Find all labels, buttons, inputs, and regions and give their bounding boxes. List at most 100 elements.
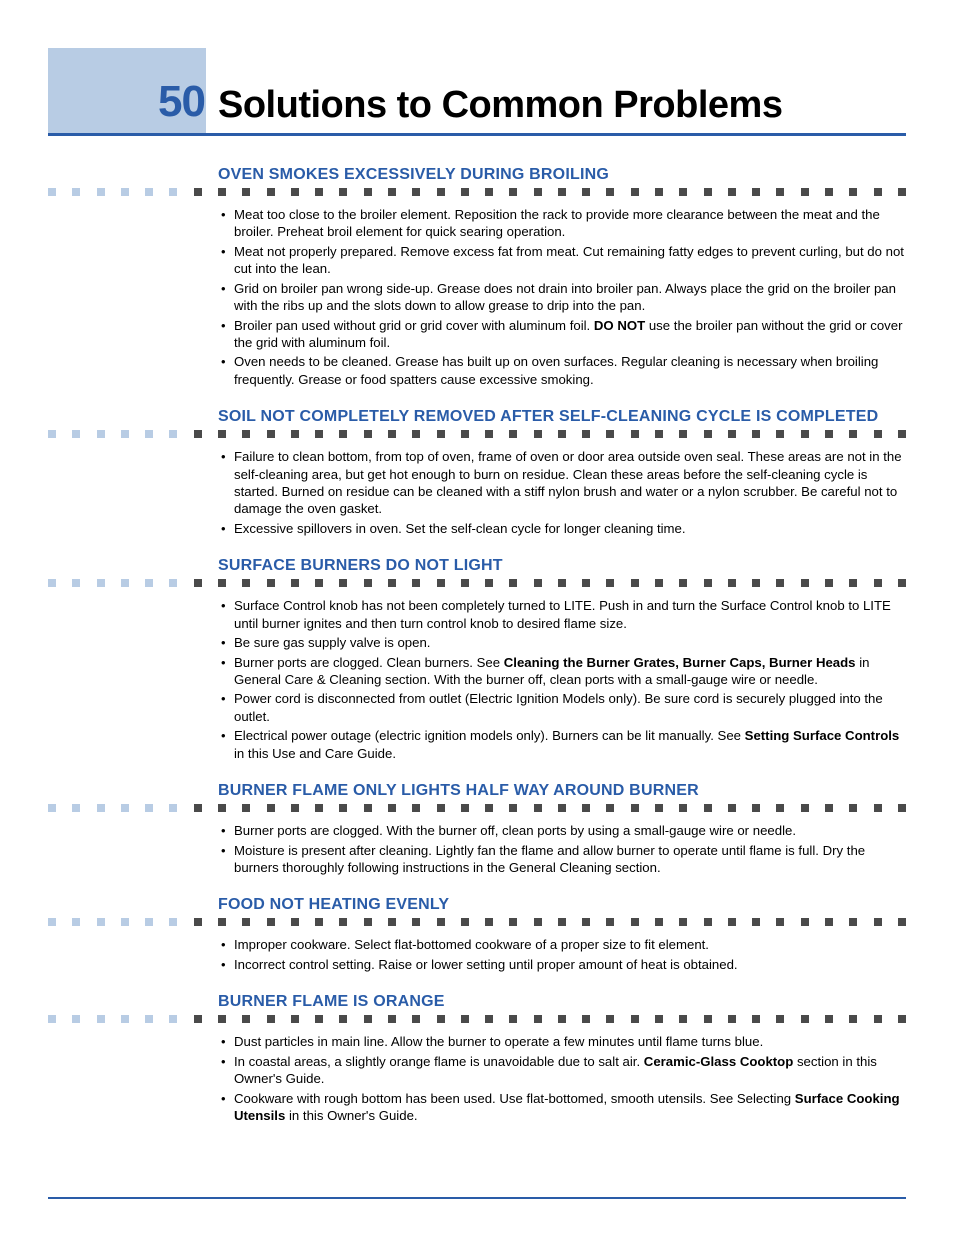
- divider-square-light: [121, 188, 129, 196]
- divider-square-dark: [849, 430, 857, 438]
- divider-square-dark: [339, 918, 347, 926]
- divider-square-dark: [582, 804, 590, 812]
- divider-square-dark: [534, 1015, 542, 1023]
- bullet-item: Excessive spillovers in oven. Set the se…: [218, 520, 906, 537]
- divider-square-dark: [218, 1015, 226, 1023]
- body-text: Excessive spillovers in oven. Set the se…: [234, 521, 686, 536]
- square-divider: [218, 804, 906, 814]
- divider-square-dark: [267, 188, 275, 196]
- page-number: 50: [158, 77, 205, 127]
- divider-square-light: [48, 804, 56, 812]
- divider-square-dark: [364, 188, 372, 196]
- divider-square-dark: [874, 579, 882, 587]
- divider-square-dark: [194, 804, 202, 812]
- divider-square-dark: [874, 188, 882, 196]
- divider-square-light: [97, 188, 105, 196]
- bold-text: DO NOT: [594, 318, 645, 333]
- bullet-item: Meat not properly prepared. Remove exces…: [218, 243, 906, 278]
- divider-square-dark: [655, 918, 663, 926]
- divider-square-dark: [679, 579, 687, 587]
- divider-square-dark: [339, 188, 347, 196]
- divider-square-dark: [364, 804, 372, 812]
- divider-square-dark: [534, 579, 542, 587]
- divider-square-dark: [461, 579, 469, 587]
- divider-square-dark: [704, 918, 712, 926]
- divider-square-dark: [582, 430, 590, 438]
- divider-square-dark: [218, 430, 226, 438]
- section: BURNER FLAME IS ORANGEDust particles in …: [218, 993, 906, 1124]
- divider-square-dark: [679, 918, 687, 926]
- bullet-item: Burner ports are clogged. With the burne…: [218, 822, 906, 839]
- square-divider: [218, 430, 906, 440]
- section-heading: OVEN SMOKES EXCESSIVELY DURING BROILING: [218, 166, 906, 184]
- body-text: Burner ports are clogged. With the burne…: [234, 823, 796, 838]
- divider-square-dark: [558, 918, 566, 926]
- divider-square-dark: [776, 579, 784, 587]
- body-text: Meat not properly prepared. Remove exces…: [234, 244, 904, 276]
- divider-square-dark: [704, 430, 712, 438]
- divider-square-dark: [679, 188, 687, 196]
- divider-square-dark: [267, 430, 275, 438]
- divider-square-dark: [776, 918, 784, 926]
- divider-square-dark: [801, 430, 809, 438]
- divider-square-dark: [412, 430, 420, 438]
- divider-square-light: [72, 1015, 80, 1023]
- divider-square-dark: [825, 430, 833, 438]
- bullet-item: Incorrect control setting. Raise or lowe…: [218, 956, 906, 973]
- square-divider: [218, 918, 906, 928]
- divider-square-dark: [752, 430, 760, 438]
- divider-square-dark: [315, 579, 323, 587]
- divider-square-light: [72, 918, 80, 926]
- divider-square-dark: [874, 918, 882, 926]
- square-divider-row: [48, 430, 906, 440]
- section: FOOD NOT HEATING EVENLYImproper cookware…: [218, 896, 906, 973]
- divider-square-dark: [776, 430, 784, 438]
- divider-square-dark: [339, 579, 347, 587]
- bullet-item: Improper cookware. Select flat-bottomed …: [218, 936, 906, 953]
- divider-square-dark: [388, 188, 396, 196]
- divider-square-dark: [267, 804, 275, 812]
- divider-square-dark: [509, 918, 517, 926]
- divider-square-dark: [874, 1015, 882, 1023]
- divider-square-dark: [582, 1015, 590, 1023]
- bottom-rule: [48, 1197, 906, 1199]
- divider-square-light: [121, 1015, 129, 1023]
- bullet-list: Burner ports are clogged. With the burne…: [218, 822, 906, 876]
- divider-square-dark: [315, 1015, 323, 1023]
- divider-square-dark: [534, 188, 542, 196]
- bullet-item: Electrical power outage (electric igniti…: [218, 727, 906, 762]
- divider-square-dark: [752, 579, 760, 587]
- divider-square-dark: [509, 804, 517, 812]
- divider-square-dark: [801, 1015, 809, 1023]
- divider-square-dark: [437, 430, 445, 438]
- divider-square-dark: [704, 579, 712, 587]
- divider-square-dark: [364, 1015, 372, 1023]
- divider-square-dark: [825, 804, 833, 812]
- divider-square-light: [169, 579, 177, 587]
- divider-square-light: [121, 579, 129, 587]
- divider-square-dark: [412, 918, 420, 926]
- divider-square-dark: [437, 579, 445, 587]
- divider-square-dark: [218, 804, 226, 812]
- divider-square-dark: [849, 918, 857, 926]
- divider-square-light: [72, 188, 80, 196]
- divider-square-dark: [704, 1015, 712, 1023]
- divider-square-dark: [582, 579, 590, 587]
- body-text: Broiler pan used without grid or grid co…: [234, 318, 594, 333]
- divider-square-dark: [825, 579, 833, 587]
- divider-square-dark: [655, 1015, 663, 1023]
- divider-square-dark: [679, 430, 687, 438]
- divider-square-dark: [412, 579, 420, 587]
- bold-text: Setting Surface Controls: [745, 728, 900, 743]
- body-text: in this Use and Care Guide.: [234, 746, 396, 761]
- square-divider-row: [48, 579, 906, 589]
- bullet-item: Surface Control knob has not been comple…: [218, 597, 906, 632]
- body-text: Grid on broiler pan wrong side-up. Greas…: [234, 281, 896, 313]
- bullet-list: Surface Control knob has not been comple…: [218, 597, 906, 762]
- divider-square-dark: [898, 804, 906, 812]
- divider-square-dark: [218, 918, 226, 926]
- divider-square-dark: [606, 188, 614, 196]
- body-text: Surface Control knob has not been comple…: [234, 598, 891, 630]
- divider-square-dark: [218, 579, 226, 587]
- divider-square-dark: [874, 804, 882, 812]
